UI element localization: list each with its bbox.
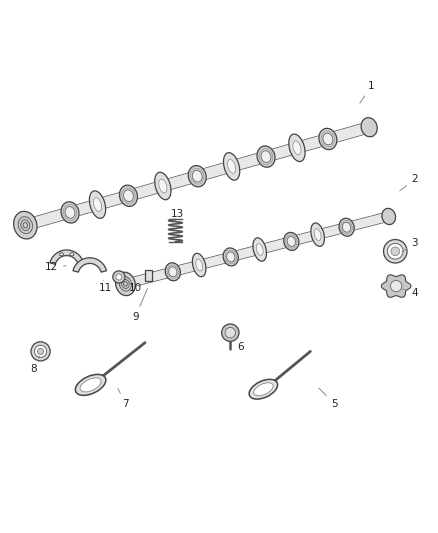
Ellipse shape [14, 212, 37, 239]
Ellipse shape [323, 133, 333, 145]
Circle shape [388, 244, 403, 259]
Ellipse shape [289, 134, 305, 161]
Ellipse shape [165, 263, 180, 281]
Ellipse shape [249, 379, 278, 399]
Ellipse shape [116, 272, 135, 296]
Circle shape [35, 345, 47, 358]
Text: 9: 9 [132, 289, 148, 321]
Ellipse shape [311, 223, 325, 246]
Ellipse shape [319, 128, 337, 150]
Ellipse shape [124, 190, 134, 201]
Polygon shape [381, 275, 411, 297]
Ellipse shape [188, 166, 206, 187]
Ellipse shape [254, 383, 273, 395]
Ellipse shape [361, 118, 377, 137]
Ellipse shape [75, 374, 106, 395]
Circle shape [222, 324, 239, 341]
Ellipse shape [70, 253, 74, 256]
Ellipse shape [155, 172, 171, 200]
Ellipse shape [256, 244, 263, 255]
Polygon shape [50, 250, 84, 264]
Circle shape [38, 349, 44, 354]
Ellipse shape [61, 202, 79, 223]
Text: 11: 11 [99, 280, 113, 293]
Text: 5: 5 [319, 388, 338, 409]
Ellipse shape [228, 159, 236, 173]
Ellipse shape [18, 216, 32, 233]
Ellipse shape [192, 253, 206, 277]
Text: 1: 1 [360, 81, 374, 103]
Ellipse shape [159, 179, 167, 193]
Ellipse shape [293, 141, 301, 155]
Ellipse shape [382, 208, 396, 224]
Ellipse shape [253, 238, 266, 261]
Circle shape [116, 274, 122, 280]
Ellipse shape [223, 152, 240, 180]
Ellipse shape [223, 248, 238, 266]
Ellipse shape [287, 237, 296, 246]
Circle shape [391, 280, 402, 292]
Ellipse shape [257, 146, 275, 167]
Ellipse shape [60, 253, 64, 256]
Text: 3: 3 [402, 238, 418, 252]
Text: 12: 12 [45, 262, 66, 271]
Ellipse shape [196, 259, 202, 271]
Text: 13: 13 [171, 209, 184, 227]
Polygon shape [24, 122, 371, 231]
Ellipse shape [89, 191, 106, 219]
Ellipse shape [80, 378, 101, 392]
Ellipse shape [122, 279, 129, 288]
Ellipse shape [65, 207, 75, 219]
Circle shape [31, 342, 50, 361]
Polygon shape [124, 212, 390, 288]
Ellipse shape [93, 198, 102, 212]
Ellipse shape [226, 252, 235, 262]
FancyBboxPatch shape [145, 270, 152, 281]
Ellipse shape [343, 222, 351, 232]
Circle shape [391, 247, 399, 256]
Ellipse shape [314, 229, 321, 240]
Polygon shape [73, 258, 106, 272]
Ellipse shape [339, 218, 354, 236]
Text: 10: 10 [124, 278, 142, 293]
Ellipse shape [120, 185, 138, 206]
Text: 6: 6 [233, 336, 244, 352]
Text: 7: 7 [118, 389, 129, 409]
Ellipse shape [21, 220, 30, 230]
Ellipse shape [284, 232, 299, 251]
Ellipse shape [120, 277, 131, 291]
Ellipse shape [169, 267, 177, 277]
Ellipse shape [261, 151, 271, 163]
Circle shape [225, 327, 236, 338]
Text: 4: 4 [402, 288, 418, 297]
Circle shape [384, 239, 407, 263]
Text: 2: 2 [399, 174, 418, 191]
Text: 8: 8 [31, 356, 39, 374]
Ellipse shape [124, 281, 127, 286]
Circle shape [113, 271, 125, 283]
Ellipse shape [192, 171, 202, 182]
Ellipse shape [23, 222, 28, 228]
